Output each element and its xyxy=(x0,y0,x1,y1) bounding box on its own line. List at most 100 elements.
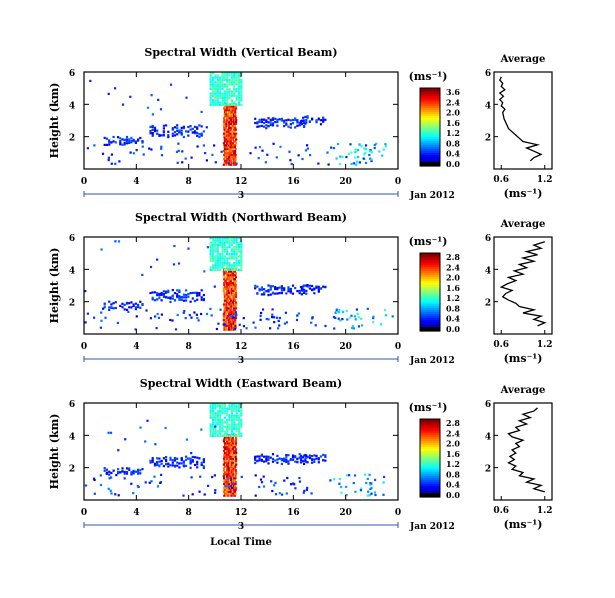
heatmap-cell xyxy=(232,105,235,108)
heatmap-cell xyxy=(153,475,156,478)
heatmap-cell xyxy=(222,467,226,470)
heatmap-cell xyxy=(223,301,226,304)
heatmap-cell xyxy=(121,467,124,470)
heatmap-cell xyxy=(234,272,237,275)
heatmap-cell xyxy=(349,143,352,146)
heatmap-cell xyxy=(287,286,290,289)
heatmap-cell xyxy=(229,146,232,149)
heatmap-cell xyxy=(173,131,177,134)
heatmap-cell xyxy=(211,475,214,479)
heatmap-cell xyxy=(169,300,172,304)
heatmap-cell xyxy=(305,119,308,122)
heatmap-cell xyxy=(225,328,228,331)
heatmap-cell xyxy=(132,303,135,306)
heatmap-cell xyxy=(209,248,212,251)
heatmap-cell xyxy=(228,163,231,166)
heatmap-cell xyxy=(141,273,144,276)
heatmap-cell xyxy=(223,103,226,106)
heatmap-cell xyxy=(212,264,215,267)
heatmap-cell xyxy=(214,246,217,249)
heatmap-cell xyxy=(357,155,360,158)
heatmap-cell xyxy=(228,442,231,445)
heatmap-cell xyxy=(132,492,135,495)
heatmap-cell xyxy=(228,78,231,82)
heatmap-cell xyxy=(256,285,259,288)
heatmap-cell xyxy=(267,455,270,458)
heatmap-cell xyxy=(381,154,384,157)
heatmap-cell xyxy=(232,140,235,143)
heatmap-cell xyxy=(271,285,275,288)
heatmap-cell xyxy=(235,257,238,260)
heatmap-cell xyxy=(232,320,235,323)
heatmap-cell xyxy=(216,74,219,77)
heatmap-cell xyxy=(182,299,185,302)
heatmap-cell xyxy=(212,416,215,419)
heatmap-cell xyxy=(167,291,170,294)
heatmap-cell xyxy=(234,285,237,289)
heatmap-cell xyxy=(234,155,237,158)
heatmap-cell xyxy=(269,122,272,125)
heatmap-cell xyxy=(230,136,233,139)
heatmap-cell xyxy=(230,405,233,408)
heatmap-cell xyxy=(313,292,316,295)
heatmap-cell xyxy=(187,125,190,129)
heatmap-cell xyxy=(212,434,215,437)
heatmap-cell xyxy=(223,237,226,240)
heatmap-cell xyxy=(223,83,226,86)
heatmap-cell xyxy=(216,432,219,435)
heatmap-cell xyxy=(240,87,243,91)
heatmap-cell xyxy=(263,293,266,296)
heatmap-cell xyxy=(232,293,235,296)
heatmap-cell xyxy=(233,103,236,106)
heatmap-cell xyxy=(227,115,230,118)
heatmap-cell xyxy=(291,284,295,287)
heatmap-cell xyxy=(209,414,212,417)
heatmap-cell xyxy=(228,132,231,135)
heatmap-cell xyxy=(214,92,217,95)
heatmap-cell xyxy=(209,412,212,415)
heatmap-cell xyxy=(226,87,229,91)
heatmap-cell xyxy=(137,138,140,141)
heatmap-cell xyxy=(219,409,222,413)
heatmap-cell xyxy=(216,257,219,260)
heatmap-cell xyxy=(190,316,193,319)
heatmap-cell xyxy=(189,128,192,131)
heatmap-cell xyxy=(182,293,185,296)
heatmap-cell xyxy=(225,303,228,306)
heatmap-cell xyxy=(341,310,345,313)
colorbar-unit: (ms⁻¹) xyxy=(409,235,448,248)
heatmap-cell xyxy=(287,462,290,465)
heatmap-cell xyxy=(234,282,237,285)
heatmap-cell xyxy=(311,317,314,320)
heatmap-cell xyxy=(130,136,133,139)
heatmap-cell xyxy=(216,250,219,253)
heatmap-cell xyxy=(291,456,295,459)
heatmap-cell xyxy=(308,287,311,290)
heatmap-cell xyxy=(167,462,170,465)
heatmap-cell xyxy=(102,307,105,310)
heatmap-cell xyxy=(254,284,257,287)
heatmap-cell xyxy=(219,432,222,435)
colorbar-step xyxy=(420,130,440,134)
heatmap-cell xyxy=(234,283,237,287)
colorbar-tick-label: 2.4 xyxy=(446,428,460,438)
colorbar-floor xyxy=(420,162,440,166)
heatmap-cell xyxy=(232,465,235,468)
date-marker: 3 xyxy=(238,356,244,366)
heatmap-cell xyxy=(203,270,206,273)
heatmap-cell xyxy=(125,139,129,142)
heatmap-cell xyxy=(117,494,120,497)
heatmap-cell xyxy=(137,303,140,306)
heatmap-cell xyxy=(226,99,229,102)
heatmap-cell xyxy=(229,436,233,439)
heatmap-cell xyxy=(223,442,226,445)
heatmap-cell xyxy=(196,134,199,137)
heatmap-cell xyxy=(123,141,126,144)
heatmap-cell xyxy=(223,246,226,249)
heatmap-cell xyxy=(223,407,226,410)
heatmap-cell xyxy=(223,438,226,441)
heatmap-cell xyxy=(235,409,238,413)
heatmap-cell xyxy=(230,482,233,486)
heatmap-cell xyxy=(285,321,288,324)
average-title: Average xyxy=(500,219,546,230)
